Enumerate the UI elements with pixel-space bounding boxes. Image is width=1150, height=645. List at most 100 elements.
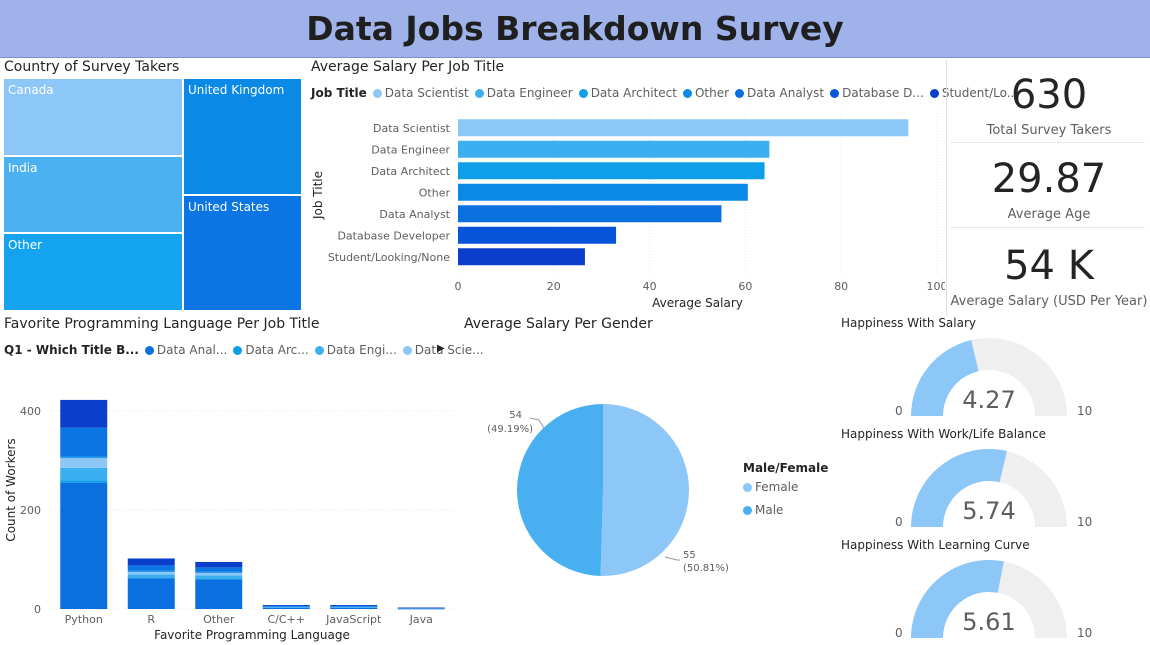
stacked-bar-segment[interactable] [195,571,243,573]
stacked-bar-segment[interactable] [330,606,378,607]
stacked-bar-segment[interactable] [127,577,175,579]
stacked-bar-segment[interactable] [195,575,243,579]
language-legend-item[interactable]: Data Engi... [314,343,397,357]
language-legend-item[interactable]: Data Scie... [402,343,484,357]
stacked-bar-segment[interactable] [127,570,175,572]
pie-legend-title: Male/Female [743,461,829,475]
gender-pie-chart[interactable]: 55 (50.81%) 54 (49.19%) [465,390,735,590]
stacked-bar-segment[interactable] [330,607,378,608]
page-title: Data Jobs Breakdown Survey [306,9,844,48]
stacked-bar-segment[interactable] [330,606,378,608]
language-stacked-bar-chart[interactable]: 0 200 400 Python R Other C/C++ JavaScript Java Fa… [0,395,460,645]
salary-legend-item[interactable]: Data Analyst [735,86,824,100]
stacked-bar-segment[interactable] [262,605,310,607]
pie-slice[interactable] [516,404,603,576]
stacked-bar-segment[interactable] [60,480,108,483]
pie-leader-line [529,417,545,429]
pie-slice[interactable] [600,404,689,576]
treemap-cell-canada[interactable]: Canada [3,78,183,156]
treemap-cell-other[interactable]: Other [3,233,183,311]
stacked-bar-segment[interactable] [330,605,378,606]
salary-bar[interactable] [458,162,765,180]
salary-bar[interactable] [458,183,748,201]
stacked-bar-segment[interactable] [60,456,108,458]
stacked-bar-segment[interactable] [127,571,175,575]
salary-bar-chart[interactable]: 0 20 40 60 80 100 Data Scientist Data Engineer D… [305,105,945,315]
stacked-bar-segment[interactable] [60,457,108,468]
x-axis-title: Average Salary [652,296,743,310]
stacked-bar-segment[interactable] [262,606,310,607]
y-tick-label: Data Scientist [373,122,451,135]
stacked-bar-segment[interactable] [127,578,175,609]
legend-next-arrow[interactable]: ▶ [437,343,445,354]
legend-dot-icon [474,88,484,98]
stacked-bar-segment[interactable] [397,608,445,610]
language-legend-item[interactable]: Data Anal... [144,343,227,357]
gauge-value: 4.27 [962,386,1016,414]
salary-bar[interactable] [458,226,617,244]
language-legend-item[interactable]: Data Arc... [233,343,309,357]
salary-legend-item[interactable]: Data Scientist [372,86,469,100]
country-treemap[interactable]: Canada India Other United Kingdom United… [3,78,302,311]
stacked-bar-segment[interactable] [195,561,243,568]
legend-dot-icon [144,345,154,355]
legend-dot-icon [233,345,243,355]
stacked-bar-segment[interactable] [262,607,310,608]
salary-bar[interactable] [458,140,770,158]
treemap-cell-united-kingdom[interactable]: United Kingdom [183,78,302,195]
stacked-bar-segment[interactable] [262,605,310,606]
legend-item-label: Data Analyst [747,86,825,100]
stacked-bar-segment[interactable] [397,607,445,609]
stacked-bar-segment[interactable] [195,567,243,572]
stacked-bar-segment[interactable] [195,578,243,580]
x-tick-label: 100 [927,280,946,293]
gauge-title: Happiness With Salary [841,316,977,330]
stacked-bar-segment[interactable] [60,427,108,457]
total-survey-takers-value: 630 [1010,72,1088,118]
pie-percent-label: (49.19%) [487,424,533,435]
happiness-gauge[interactable] [900,332,1080,422]
treemap-label: India [8,161,38,175]
stacked-bar-segment[interactable] [330,605,378,607]
treemap-cell-united-states[interactable]: United States [183,195,302,311]
salary-legend-item[interactable]: Data Engineer [474,86,573,100]
salary-bar[interactable] [458,205,722,223]
stacked-bar-segment[interactable] [195,572,243,576]
stacked-bar-segment[interactable] [127,574,175,578]
salary-bar[interactable] [458,248,585,266]
legend-dot-icon [314,345,324,355]
average-salary-label: Average Salary (USD Per Year) [950,294,1148,309]
happiness-gauge[interactable] [900,554,1080,644]
gauge-min-label: 0 [895,404,903,418]
x-tick-label: 60 [738,280,752,293]
x-tick-label: Other [203,613,235,626]
salary-legend-item[interactable]: Student/Lo... [929,86,1018,100]
treemap-label: United Kingdom [188,83,285,97]
stacked-bar-segment[interactable] [195,579,243,609]
legend-item-label: Data Engineer [486,86,573,100]
male-dot-icon [743,505,752,515]
stacked-bar-segment[interactable] [262,607,310,609]
language-chart-title: Favorite Programming Language Per Job Ti… [4,316,320,332]
gauge-max-label: 10 [1077,404,1093,418]
stacked-bar-segment[interactable] [127,565,175,571]
stacked-bar-segment[interactable] [60,482,108,609]
stacked-bar-segment[interactable] [262,606,310,608]
pie-percent-label: (50.81%) [683,563,729,574]
gauge-min-label: 0 [895,626,903,640]
gauge-min-label: 0 [895,515,903,529]
salary-legend-item[interactable]: Other [682,86,729,100]
x-axis-title: Favorite Programming Language [154,628,350,642]
salary-legend-item[interactable]: Database D... [830,86,924,100]
stacked-bar-segment[interactable] [330,607,378,609]
stacked-bar-segment[interactable] [60,467,108,481]
stacked-bar-segment[interactable] [127,558,175,566]
stacked-bar-segment[interactable] [397,608,445,609]
stacked-bar-segment[interactable] [60,399,108,428]
female-dot-icon [743,482,752,492]
treemap-cell-india[interactable]: India [3,156,183,233]
salary-bar[interactable] [458,119,909,137]
gauge-title: Happiness With Learning Curve [841,538,1030,552]
salary-legend-item[interactable]: Data Architect [578,86,677,100]
happiness-gauge[interactable] [900,443,1080,533]
